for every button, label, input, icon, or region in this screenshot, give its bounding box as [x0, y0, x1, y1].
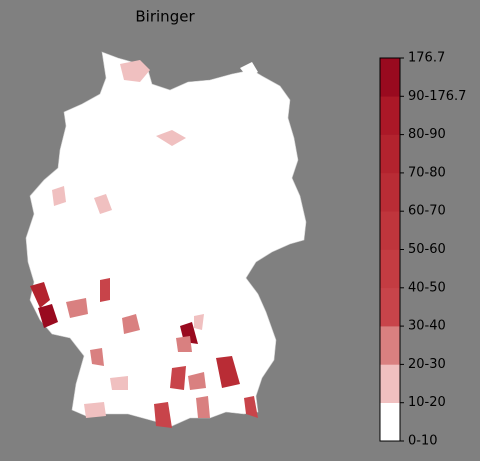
- colorbar-bin: [380, 364, 400, 403]
- region: [94, 194, 112, 214]
- colorbar-bin: [380, 326, 400, 365]
- colorbar-label: 90-176.7: [408, 89, 466, 104]
- region: [38, 304, 58, 328]
- colorbar: 0-10 10-20 20-30 30-40 40-50 50-60 60-70 70-80 8…: [379, 51, 466, 449]
- region: [216, 356, 240, 388]
- colorbar-label: 50-60: [408, 242, 446, 257]
- colorbar-bin: [380, 58, 400, 97]
- region: [156, 130, 186, 146]
- region: [30, 282, 50, 308]
- colorbar-label: 30-40: [408, 319, 446, 334]
- colorbar-bin: [380, 172, 400, 212]
- region: [66, 298, 88, 318]
- country-outline: [25, 51, 307, 427]
- region: [194, 314, 204, 330]
- region: [90, 348, 104, 366]
- colorbar-bin: [380, 249, 400, 289]
- germany-map: [25, 51, 307, 428]
- island: [240, 62, 258, 78]
- region: [84, 402, 106, 418]
- region: [244, 396, 258, 418]
- region: [196, 396, 210, 418]
- colorbar-label: 10-20: [408, 395, 446, 410]
- region: [52, 186, 66, 206]
- colorbar-label: 0-10: [408, 434, 438, 449]
- colorbar-bin: [380, 96, 400, 135]
- colorbar-bin: [380, 287, 400, 327]
- colorbar-label: 176.7: [408, 51, 445, 66]
- region: [120, 60, 150, 82]
- colorbar-bin: [380, 402, 400, 442]
- region: [100, 278, 110, 302]
- region: [170, 366, 186, 390]
- colorbar-label: 60-70: [408, 204, 446, 219]
- colorbar-bin: [380, 134, 400, 174]
- colorbar-label: 20-30: [408, 357, 446, 372]
- region: [122, 314, 140, 334]
- colorbar-bin: [380, 211, 400, 250]
- region: [188, 372, 206, 390]
- region: [154, 402, 172, 428]
- colorbar-label: 40-50: [408, 280, 446, 295]
- region: [110, 376, 128, 390]
- map-title: Biringer: [135, 8, 195, 26]
- colorbar-label: 80-90: [408, 127, 446, 142]
- colorbar-label: 70-80: [408, 165, 446, 180]
- region: [176, 336, 192, 352]
